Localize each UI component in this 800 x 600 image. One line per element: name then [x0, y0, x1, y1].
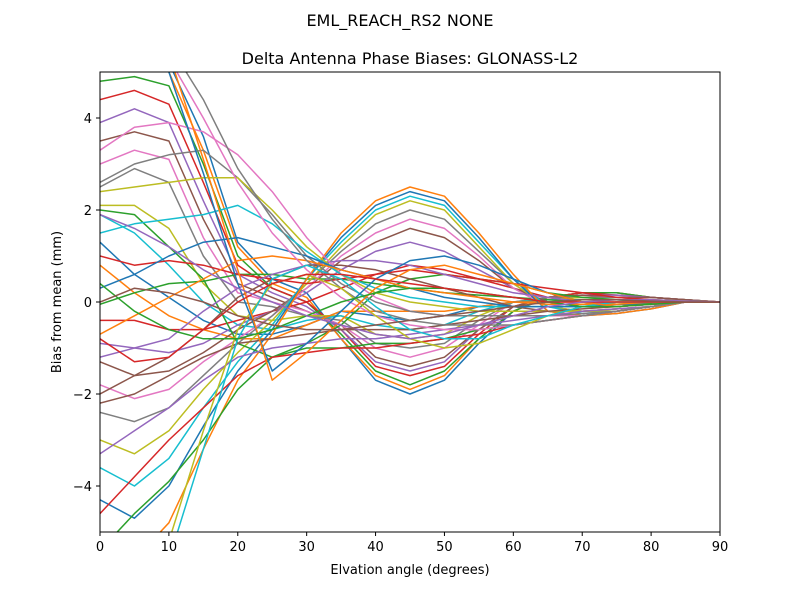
series-line-5 — [100, 108, 720, 372]
y-tick-label: −4 — [73, 480, 92, 495]
y-tick-label: −2 — [73, 388, 92, 403]
x-tick-label: 40 — [367, 540, 384, 555]
series-line-46 — [100, 287, 720, 331]
series-line-42 — [174, 72, 720, 381]
series-line-19 — [100, 200, 720, 455]
series-line-3 — [100, 75, 720, 386]
chart-suptitle: EML_REACH_RS2 NONE — [306, 11, 493, 31]
x-tick-label: 10 — [161, 540, 178, 555]
y-tick-label: 0 — [84, 296, 92, 311]
x-tick-label: 0 — [96, 540, 104, 555]
x-tick-label: 90 — [712, 540, 729, 555]
x-axis-label: Elvation angle (degrees) — [330, 563, 489, 578]
x-tick-label: 50 — [436, 540, 453, 555]
y-axis: −4 −2 0 2 4 — [73, 112, 100, 495]
series-line-37 — [175, 72, 720, 331]
chart-title: Delta Antenna Phase Biases: GLONASS-L2 — [242, 49, 579, 68]
y-tick-label: 4 — [84, 112, 92, 127]
x-tick-label: 70 — [574, 540, 591, 555]
series-line-43 — [100, 283, 720, 340]
series-line-6 — [100, 131, 720, 368]
series-line-44 — [100, 273, 720, 363]
x-axis: 0 10 20 30 40 50 60 70 80 90 — [96, 532, 728, 555]
series-layer — [100, 72, 720, 532]
y-axis-label: Bias from mean (mm) — [50, 231, 65, 373]
y-tick-label: 2 — [84, 204, 92, 219]
series-line-35 — [100, 301, 720, 455]
x-tick-label: 30 — [298, 540, 315, 555]
x-tick-label: 60 — [505, 540, 522, 555]
series-line-20 — [100, 195, 720, 487]
x-tick-label: 20 — [230, 540, 247, 555]
series-line-21 — [100, 190, 720, 519]
x-tick-label: 80 — [643, 540, 660, 555]
